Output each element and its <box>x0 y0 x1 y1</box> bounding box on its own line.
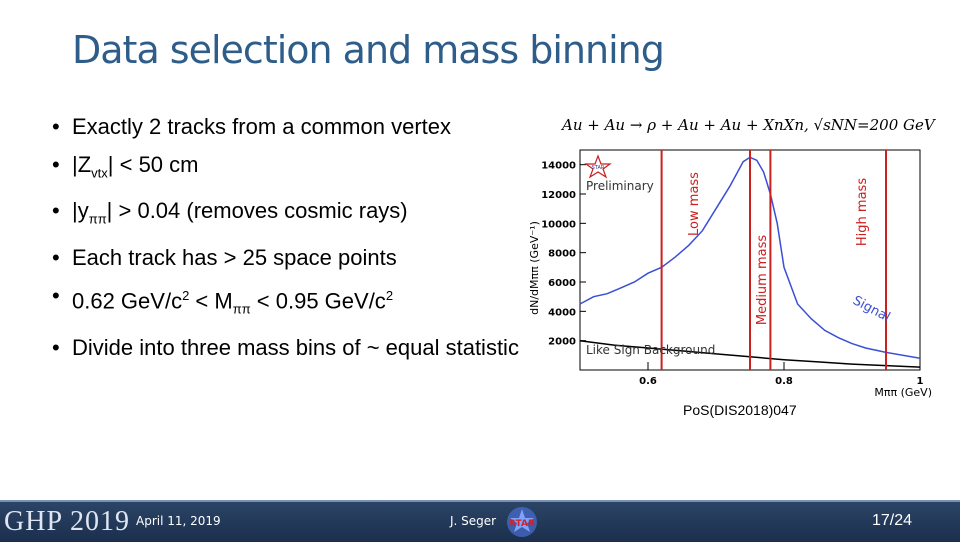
footer-date: April 11, 2019 <box>136 514 221 528</box>
conference-logo: GHP 2019 <box>4 506 130 537</box>
bullet-zvtx: |Zvtx| < 50 cm <box>52 150 522 188</box>
low-mass-label: Low mass <box>687 172 702 236</box>
slide-title: Data selection and mass binning <box>72 28 665 72</box>
bullet-rapidity: |yππ| > 0.04 (removes cosmic rays) <box>52 196 522 234</box>
page-number: 17/24 <box>872 512 913 529</box>
preliminary-label: Preliminary <box>586 179 654 193</box>
x-tick-label: 0.8 <box>775 376 793 387</box>
y-tick-label: 8000 <box>548 249 576 260</box>
y-tick-label: 10000 <box>541 219 576 230</box>
star-logo-word: STAR <box>509 519 535 529</box>
y-tick-label: 12000 <box>541 190 576 201</box>
high-mass-label: High mass <box>855 178 870 246</box>
mass-bin-lines <box>660 150 887 370</box>
medium-mass-label: Medium mass <box>755 235 770 326</box>
x-tick-labels: 0.6 0.8 1 <box>639 362 924 387</box>
background-label: Like Sign Background <box>586 343 715 357</box>
y-tick-labels: 2000 4000 6000 8000 10000 12000 14000 <box>541 161 586 348</box>
x-axis-label: Mππ (GeV) <box>874 386 932 399</box>
star-logo-icon: STAR <box>584 154 612 179</box>
y-axis-label: dN/dMππ (GeV⁻¹) <box>528 221 541 315</box>
footer-bar <box>0 500 960 542</box>
bullet-list: Exactly 2 tracks from a common vertex |Z… <box>52 112 522 371</box>
y-tick-label: 6000 <box>548 278 576 289</box>
chart-title: Au + Au → ρ + Au + Au + XnXn, √sNN=200 G… <box>560 116 937 134</box>
bullet-mass-bins: Divide into three mass bins of ~ equal s… <box>52 333 522 363</box>
star-collaboration-logo-icon: STAR <box>507 507 537 537</box>
mass-spectrum-chart: Au + Au → ρ + Au + Au + XnXn, √sNN=200 G… <box>528 116 937 399</box>
y-tick-label: 14000 <box>541 161 576 172</box>
bullet-mass-range: 0.62 GeV/c2 < Mππ < 0.95 GeV/c2 <box>52 281 522 325</box>
y-tick-label: 2000 <box>548 337 576 348</box>
x-tick-label: 1 <box>917 376 924 387</box>
y-tick-label: 4000 <box>548 307 576 318</box>
bullet-space-points: Each track has > 25 space points <box>52 243 522 273</box>
bullet-tracks: Exactly 2 tracks from a common vertex <box>52 112 522 142</box>
star-logo-text: STAR <box>592 165 605 171</box>
reference-citation: PoS(DIS2018)047 <box>683 402 797 418</box>
footer-author: J. Seger <box>450 514 497 528</box>
x-tick-label: 0.6 <box>639 376 657 387</box>
